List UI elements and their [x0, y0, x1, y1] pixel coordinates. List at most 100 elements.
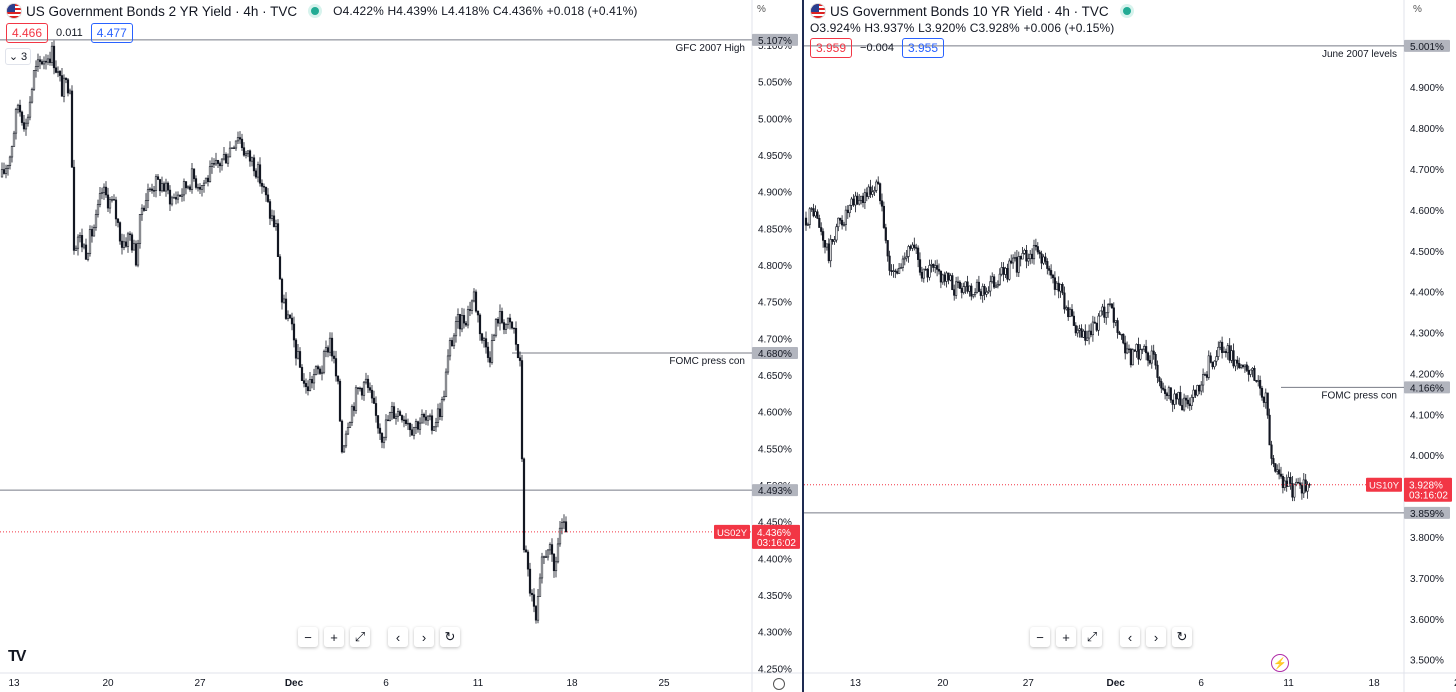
candle-body [985, 291, 988, 295]
candle-body [348, 422, 352, 428]
candle-body [538, 577, 542, 597]
buy-price-button[interactable]: 3.955 [901, 38, 945, 58]
panel-divider[interactable] [802, 0, 804, 692]
scroll-left-button[interactable]: ‹ [1120, 627, 1140, 647]
candle-body [464, 322, 468, 326]
zoom-out-button[interactable]: − [1030, 627, 1050, 647]
ohlc-open: O3.924% [810, 21, 861, 35]
symbol-title[interactable]: US Government Bonds 2 YR Yield · 4h · TV… [26, 3, 298, 19]
candle-body [844, 209, 847, 225]
zoom-in-button[interactable]: + [1056, 627, 1076, 647]
sell-price-button[interactable]: 4.466 [6, 23, 49, 43]
scroll-right-button[interactable]: › [414, 627, 434, 647]
candle-body [410, 429, 414, 436]
level-annotation: June 2007 levels [1322, 49, 1397, 60]
candle-body [48, 58, 52, 63]
candle-body [1112, 307, 1115, 323]
candle-body [1165, 393, 1169, 397]
candle-body [1194, 389, 1197, 396]
tradingview-logo-icon[interactable]: TV [8, 648, 27, 665]
candle-body [835, 226, 838, 241]
ohlc-change: +0.006 (+0.15%) [1023, 21, 1115, 35]
candle-body [198, 186, 202, 190]
symbol-title[interactable]: US Government Bonds 10 YR Yield · 4h · T… [830, 3, 1109, 19]
chart-panel-us02y[interactable]: 4.250%4.300%4.350%4.400%4.450%4.500%4.55… [0, 0, 802, 692]
candle-body [18, 104, 22, 113]
candle-body [1209, 355, 1212, 363]
candle-body [806, 224, 809, 226]
scroll-left-button[interactable]: ‹ [388, 627, 408, 647]
candle-body [892, 270, 895, 272]
zoom-out-button[interactable]: − [298, 627, 318, 647]
reset-chart-button[interactable]: ↻ [440, 627, 460, 647]
candle-body [901, 258, 904, 268]
y-tick-label: 4.750% [758, 298, 792, 309]
countdown-label: 03:16:02 [1409, 491, 1448, 502]
candle-body [484, 338, 488, 348]
indicators-collapse-button[interactable]: ⌄ 3 [5, 48, 31, 65]
candle-body [1129, 348, 1133, 366]
candle-body [918, 259, 922, 273]
fullscreen-button[interactable]: ⤢ [350, 627, 370, 647]
candle-body [318, 368, 322, 374]
y-tick-label: 4.350% [758, 591, 792, 602]
candle-body [104, 186, 108, 196]
candle-body [22, 122, 26, 130]
candle-body [1198, 385, 1201, 392]
candle-body [1175, 393, 1178, 400]
candle-body [1289, 476, 1292, 484]
chart-panel-us10y[interactable]: 3.500%3.600%3.700%3.800%3.900%4.000%4.10… [804, 0, 1456, 692]
candle-body [268, 201, 272, 219]
candle-body [1253, 368, 1256, 381]
candle-body [894, 270, 897, 272]
lightning-bolt-icon[interactable]: ⚡ [1271, 654, 1289, 672]
candle-body [1190, 397, 1193, 406]
candle-body [1171, 399, 1174, 405]
buy-price-button[interactable]: 4.477 [90, 23, 133, 43]
symbol-header: US Government Bonds 10 YR Yield · 4h · T… [810, 3, 1145, 19]
candle-body [382, 436, 386, 443]
candle-body [1304, 479, 1307, 492]
candle-body [1274, 463, 1277, 472]
zoom-in-button[interactable]: + [324, 627, 344, 647]
y-tick-label: 3.700% [1410, 574, 1444, 585]
candle-body [112, 199, 116, 201]
candle-body [939, 270, 943, 283]
candle-body [560, 521, 564, 529]
candle-body [840, 219, 844, 226]
candle-body [1133, 349, 1136, 352]
candle-body [452, 335, 456, 347]
chart-canvas-us10y[interactable]: 3.500%3.600%3.700%3.800%3.900%4.000%4.10… [804, 0, 1456, 692]
candle-body [366, 378, 370, 388]
candle-body [390, 406, 394, 413]
sell-price-button[interactable]: 3.959 [810, 38, 853, 58]
candle-body [530, 592, 534, 596]
reset-chart-button[interactable]: ↻ [1172, 627, 1192, 647]
candle-body [1173, 393, 1176, 405]
candle-body [924, 268, 927, 271]
candle-body [228, 147, 232, 158]
candle-body [960, 288, 963, 293]
scroll-right-button[interactable]: › [1146, 627, 1166, 647]
x-tick-label: 6 [1198, 678, 1204, 689]
chart-canvas-us02y[interactable]: 4.250%4.300%4.350%4.400%4.450%4.500%4.55… [0, 0, 802, 692]
candle-body [1105, 312, 1108, 318]
settings-gear-icon[interactable] [773, 678, 785, 690]
candle-body [1050, 270, 1053, 276]
candle-body [106, 194, 110, 209]
fullscreen-button[interactable]: ⤢ [1082, 627, 1102, 647]
x-tick-label: 27 [194, 678, 206, 689]
candle-body [846, 209, 849, 214]
candle-body [526, 551, 530, 570]
candle-body [370, 389, 374, 399]
candle-body [1084, 330, 1087, 341]
candle-body [492, 334, 496, 341]
candle-body [270, 215, 274, 219]
candle-body [446, 355, 450, 373]
candle-body [934, 265, 937, 268]
candle-body [837, 217, 840, 228]
candle-body [312, 374, 316, 384]
candle-body [1285, 480, 1288, 487]
candle-body [368, 387, 372, 391]
candle-body [810, 208, 813, 210]
